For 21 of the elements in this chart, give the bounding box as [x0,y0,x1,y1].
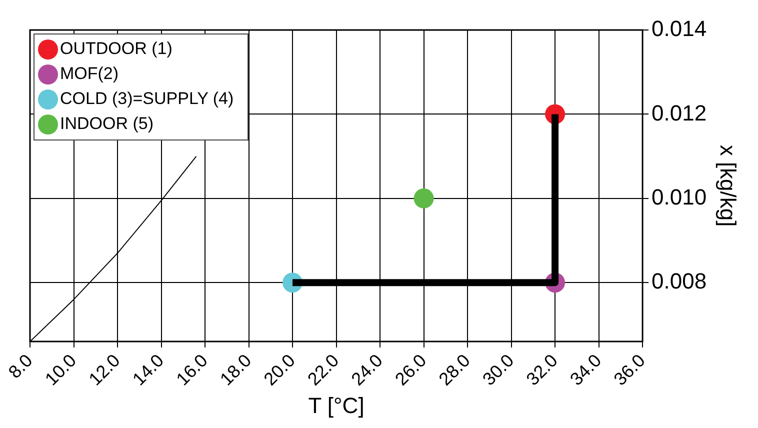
x-tick-label: 36.0 [610,350,649,390]
x-tick-label: 16.0 [172,350,212,390]
y-tick-label: 0.012 [652,100,707,126]
x-tick-label: 12.0 [84,350,124,390]
x-axis-title: T [°C] [308,392,364,418]
x-tick-label: 10.0 [41,350,80,390]
y-axis-title: x [kg/kg] [716,144,741,227]
x-tick-label: 18.0 [216,350,256,390]
x-tick-label: 32.0 [522,350,562,390]
x-tick-label: 34.0 [566,350,606,390]
point [414,188,434,208]
y-tick-label: 0.010 [652,184,707,210]
x-tick-label: 30.0 [478,350,518,390]
x-tick-label: 14.0 [128,350,168,390]
legend-label: COLD (3)=SUPPLY (4) [60,89,234,108]
legend-label: INDOOR (5) [60,114,154,134]
x-tick-label: 8.0 [4,350,36,382]
legend-label: OUTDOOR (1) [60,39,172,58]
y-tick-label: 0.014 [652,16,707,42]
y-tick-label: 0.008 [652,268,707,294]
legend-label: MOF(2) [60,64,119,84]
